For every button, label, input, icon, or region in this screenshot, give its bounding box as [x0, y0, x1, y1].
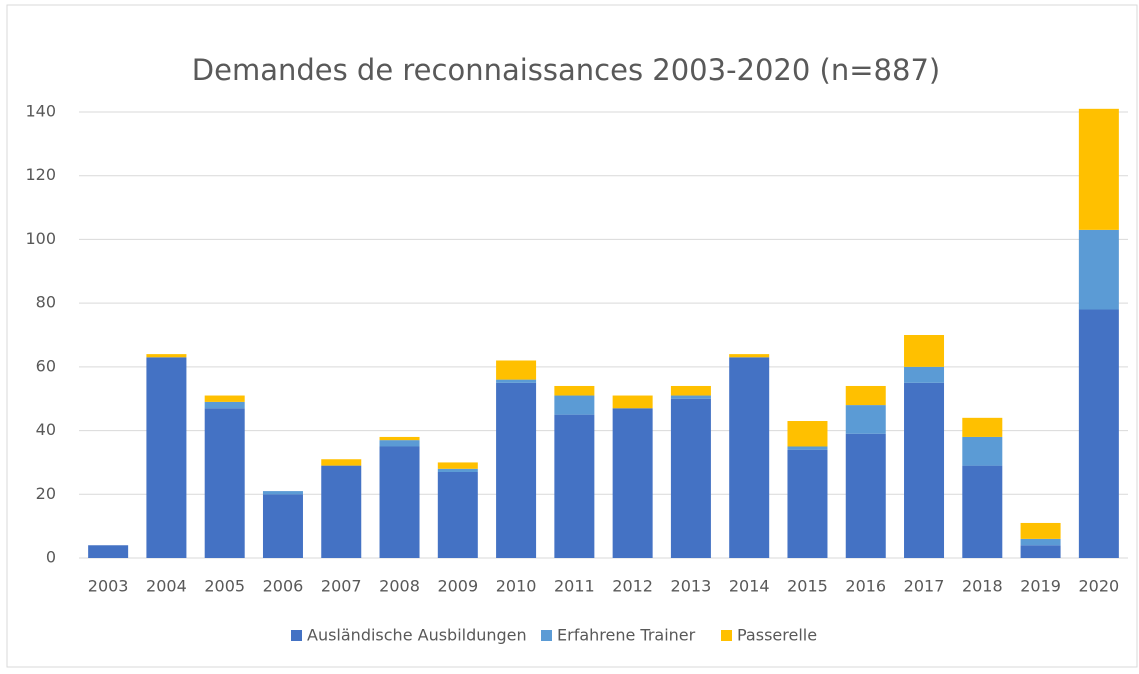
bar-segment [962, 417, 1003, 437]
bar-segment [729, 354, 770, 358]
chart-title: Demandes de reconnaissances 2003-2020 (n… [192, 53, 940, 87]
bar-segment [554, 414, 595, 558]
y-tick-label: 140 [25, 102, 56, 121]
legend-swatch [721, 630, 732, 641]
x-tick-label: 2003 [88, 577, 129, 596]
x-tick-label: 2019 [1020, 577, 1061, 596]
x-tick-label: 2016 [845, 577, 886, 596]
legend-label: Erfahrene Trainer [557, 626, 696, 645]
chart-border [6, 4, 1138, 668]
bar-segment [496, 379, 537, 383]
legend-swatch [291, 630, 302, 641]
y-tick-label: 80 [36, 293, 56, 312]
bar-segment [437, 468, 478, 472]
bar-segment [204, 395, 245, 402]
y-tick-label: 40 [36, 420, 56, 439]
bar-segment [437, 462, 478, 469]
bar-segment [729, 357, 770, 558]
bar-segment [787, 446, 828, 450]
x-tick-label: 2020 [1079, 577, 1120, 596]
bar-segment [204, 408, 245, 558]
bar-segment [1020, 522, 1061, 539]
bar-segment [262, 491, 303, 495]
y-tick-label: 60 [36, 356, 56, 375]
bar-segment [962, 465, 1003, 558]
bar-segment [437, 471, 478, 558]
x-tick-label: 2008 [379, 577, 420, 596]
bar-segment [1078, 108, 1119, 230]
x-tick-label: 2013 [671, 577, 712, 596]
x-tick-label: 2007 [321, 577, 362, 596]
bar-segment [321, 459, 362, 466]
bar-segment [496, 382, 537, 558]
x-tick-label: 2018 [962, 577, 1003, 596]
bar-segment [379, 436, 420, 441]
bar-segment [612, 408, 653, 558]
legend-label: Passerelle [737, 626, 817, 645]
bar-segment [845, 385, 886, 406]
y-tick-label: 20 [36, 484, 56, 503]
x-tick-label: 2014 [729, 577, 770, 596]
bar-segment [904, 366, 945, 383]
x-tick-label: 2017 [904, 577, 945, 596]
x-tick-label: 2006 [263, 577, 304, 596]
bar-segment [845, 433, 886, 558]
x-tick-label: 2011 [554, 577, 595, 596]
bar-segment [1020, 538, 1061, 546]
x-tick-label: 2010 [496, 577, 537, 596]
bar-segment [1078, 229, 1119, 310]
bar-segment [204, 401, 245, 409]
x-tick-label: 2009 [437, 577, 478, 596]
bar-segment [787, 421, 828, 447]
x-tick-label: 2012 [612, 577, 653, 596]
bar-segment [612, 395, 653, 409]
bar-segment [88, 545, 129, 558]
bar-segment [962, 436, 1003, 466]
bar-segment [787, 449, 828, 558]
x-tick-label: 2005 [204, 577, 245, 596]
y-tick-label: 100 [25, 229, 56, 248]
bar-segment [554, 385, 595, 396]
bar-segment [379, 446, 420, 558]
bar-segment [321, 465, 362, 558]
bar-segment [379, 440, 420, 447]
bar-segment [262, 494, 303, 558]
bar-segment [670, 398, 711, 558]
bar-segment [904, 382, 945, 558]
y-tick-label: 120 [25, 165, 56, 184]
bar-segment [1078, 309, 1119, 558]
legend-swatch [541, 630, 552, 641]
bar-segment [904, 335, 945, 367]
bar-segment [670, 385, 711, 396]
bar-segment [1020, 545, 1061, 558]
bar-segment [146, 354, 187, 358]
bar-segment [554, 395, 595, 415]
bar-segment [845, 405, 886, 434]
bar-segment [670, 395, 711, 399]
bar-segment [496, 360, 537, 380]
y-tick-label: 0 [46, 548, 56, 567]
legend-label: Ausländische Ausbildungen [307, 626, 527, 645]
bar-segment [146, 357, 187, 558]
x-tick-label: 2004 [146, 577, 187, 596]
x-tick-label: 2015 [787, 577, 828, 596]
